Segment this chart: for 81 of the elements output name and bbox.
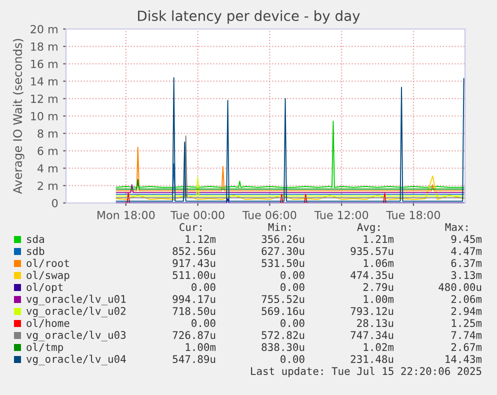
- y-tick-label: 6 m: [38, 146, 58, 156]
- text: 28.13u: [357, 319, 394, 328]
- legend-label: ol/tmp: [26, 342, 63, 354]
- text: 0.00: [280, 355, 304, 364]
- text: 755.52u: [262, 295, 304, 304]
- text: 356.26u: [262, 235, 304, 244]
- y-tick-label: 16 m: [31, 60, 58, 68]
- text: 935.57u: [350, 247, 394, 256]
- x-tick-label: Tue 12:00: [314, 210, 368, 220]
- text: 726.87u: [172, 331, 216, 340]
- text: 793.12u: [350, 307, 394, 316]
- text: 1.06m: [364, 259, 394, 268]
- text: 0.00: [192, 283, 216, 292]
- text: 480.00u: [438, 283, 482, 292]
- text: 14.43m: [446, 355, 482, 364]
- text: 2.06m: [451, 295, 482, 304]
- legend-label: ol/root: [26, 258, 69, 268]
- text: 994.17u: [172, 295, 216, 304]
- text: 531.50u: [262, 259, 304, 268]
- text: 572.82u: [262, 331, 304, 340]
- legend-label: ol/home: [26, 318, 70, 328]
- y-tick-label: 14 m: [31, 77, 58, 86]
- text: 9.45m: [451, 235, 482, 244]
- text: 1.21m: [364, 235, 394, 243]
- y-tick-label: 10 m: [31, 112, 58, 120]
- x-tick-label: Tue 06:00: [242, 210, 296, 220]
- text: 0.00: [280, 319, 304, 328]
- text: 852.56u: [172, 247, 216, 256]
- text: Last update: Tue Jul 15 22:20:06 2025: [251, 366, 482, 378]
- text: 0.00: [192, 319, 216, 328]
- y-tick-label: 12 m: [31, 94, 58, 103]
- x-tick-label: Mon 18:00: [98, 210, 155, 220]
- text: 2.94m: [451, 307, 482, 316]
- text: 4.47m: [451, 247, 482, 255]
- y-axis-title: Average IO Wait (seconds): [12, 38, 24, 194]
- legend-label: ol/swap: [26, 270, 70, 282]
- text: 1.02m: [364, 343, 394, 352]
- text: 547.89u: [172, 355, 216, 364]
- legend-label: sda: [27, 234, 44, 244]
- legend-label: ol/opt: [26, 282, 63, 294]
- y-tick-label: 8 m: [38, 129, 58, 138]
- line-series: [116, 77, 464, 202]
- text: 1.00m: [364, 295, 394, 304]
- y-tick-label: 2 m: [38, 182, 58, 190]
- y-tick-label: 0: [52, 198, 58, 208]
- text: 511.00u: [172, 271, 216, 280]
- text: Cur:: [180, 223, 202, 232]
- text: 0.00: [280, 271, 304, 280]
- text: 718.50u: [172, 307, 216, 316]
- y-tick-label: 20 m: [30, 24, 58, 34]
- x-tick-label: Tue 18:00: [386, 210, 440, 220]
- x-tick-label: Tue 00:00: [170, 210, 224, 220]
- line-series: [116, 146, 464, 192]
- text: 747.34u: [350, 331, 394, 340]
- legend-label: vg_oracle/lv_u04: [26, 354, 126, 366]
- text: 627.30u: [262, 247, 304, 256]
- text: 3.13m: [451, 271, 482, 280]
- legend-label: sdb: [27, 246, 44, 256]
- text: Min:: [268, 222, 290, 231]
- text: 838.30u: [262, 343, 304, 352]
- text: 1.00m: [186, 343, 216, 352]
- text: 1.25m: [452, 319, 482, 328]
- text: 569.16u: [262, 307, 304, 316]
- text: 917.43u: [172, 259, 216, 268]
- text: Max:: [445, 223, 468, 232]
- text: 1.12m: [186, 235, 216, 243]
- y-tick-label: 18 m: [31, 42, 58, 51]
- text: 474.35u: [350, 271, 394, 280]
- legend-label: vg_oracle/lv_u03: [26, 330, 126, 342]
- text: 2.79u: [363, 283, 394, 292]
- y-tick-label: 4 m: [37, 164, 58, 172]
- text: 2.67m: [451, 343, 482, 352]
- text: 0.00: [280, 283, 304, 292]
- text: 6.37m: [451, 259, 482, 268]
- legend-label: vg_oracle/lv_u02: [26, 306, 126, 318]
- chart-title: Disk latency per device - by day: [138, 10, 360, 24]
- text: 7.74m: [451, 331, 482, 339]
- legend-label: vg_oracle/lv_u01: [26, 294, 126, 306]
- text: Avg:: [357, 223, 380, 234]
- line-series: [116, 120, 464, 188]
- text: 231.48u: [350, 355, 394, 364]
